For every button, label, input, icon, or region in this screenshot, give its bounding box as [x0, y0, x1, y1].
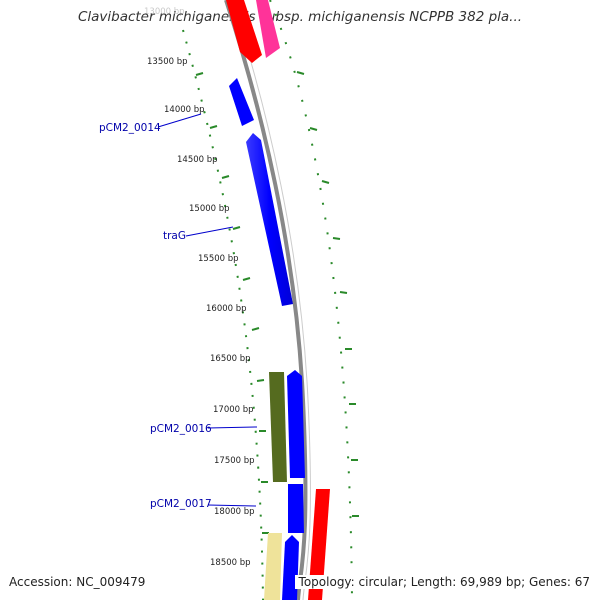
bp-tick-label: 16500 bp	[210, 354, 251, 364]
bp-tick-label: 13500 bp	[147, 57, 188, 67]
bp-tick-label: 15500 bp	[198, 254, 239, 264]
gene-pCM2-0014[interactable]	[229, 78, 254, 126]
gene-magenta-top[interactable]	[256, 0, 280, 58]
bp-tick-label: 17000 bp	[213, 405, 254, 415]
gene-traG[interactable]	[246, 133, 293, 306]
gc-content-inner-line	[182, 29, 264, 600]
gene-label-text: traG	[163, 230, 186, 242]
gene-label-pCM2-0014[interactable]: pCM2_0014	[99, 113, 202, 134]
sequence-backbone-inner	[231, 0, 311, 600]
gene-khaki[interactable]	[264, 533, 282, 600]
bp-tick-label: 15000 bp	[189, 204, 230, 214]
bp-tick-label: 13000 bp	[144, 7, 185, 17]
bp-tick-label: 18500 bp	[210, 558, 251, 568]
bp-tick-label: 18000 bp	[214, 507, 255, 517]
gene-features	[226, 0, 330, 600]
gene-blue-2[interactable]	[282, 535, 299, 600]
gene-pCM2-0017[interactable]	[288, 484, 304, 533]
bp-tick-labels: 13000 bp 13500 bp 14000 bp 14500 bp 15000 bp…	[144, 7, 255, 568]
gene-label-pCM2-0016[interactable]: pCM2_0016	[150, 423, 258, 435]
gene-label-text: pCM2_0014	[99, 122, 161, 134]
map-title: Clavibacter michiganensis subsp. michiga…	[77, 9, 523, 25]
accession-label: Accession: NC_009479	[9, 575, 146, 589]
gene-label-text: pCM2_0017	[150, 498, 212, 510]
gene-label-pCM2-0017[interactable]: pCM2_0017	[150, 498, 257, 510]
bp-tick-label: 14500 bp	[177, 155, 218, 165]
gene-blue-1[interactable]	[287, 370, 305, 478]
gene-pCM2-0016[interactable]	[269, 372, 287, 482]
gene-label-traG[interactable]: traG	[163, 226, 234, 242]
gene-label-text: pCM2_0016	[150, 423, 212, 435]
sequence-backbone	[224, 0, 308, 600]
topology-stats: Topology: circular; Length: 69,989 bp; G…	[294, 575, 590, 589]
gene-red-right[interactable]	[308, 489, 330, 600]
gc-skew-marks	[195, 71, 359, 534]
gene-red-top[interactable]	[226, 0, 262, 63]
bp-tick-label: 16000 bp	[206, 304, 247, 314]
bp-tick-label: 17500 bp	[214, 456, 255, 466]
bp-tick-label: 14000 bp	[164, 105, 205, 115]
